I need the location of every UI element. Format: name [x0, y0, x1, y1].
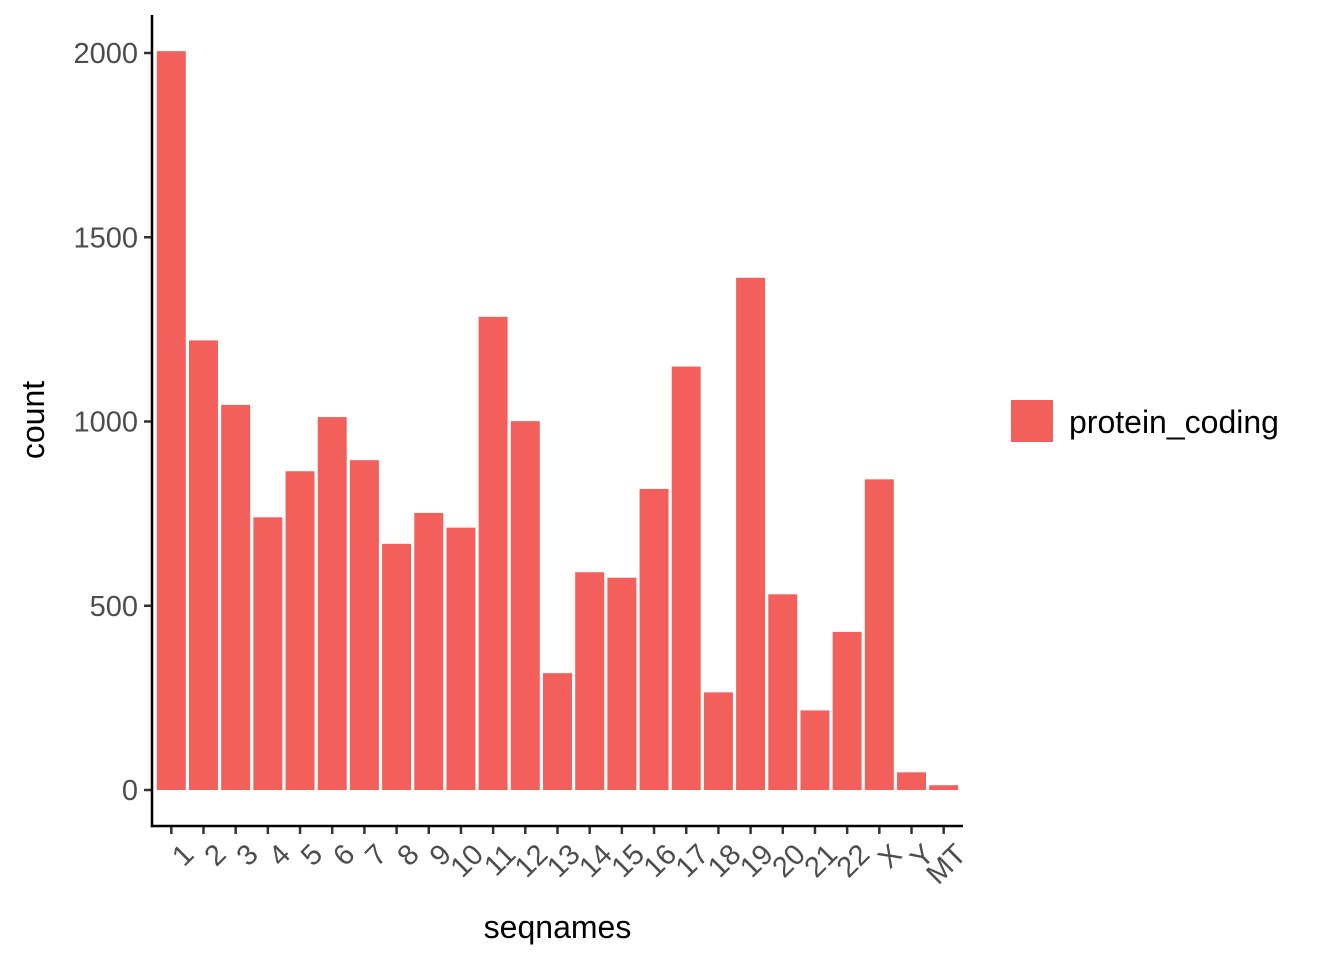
x-tick-label: 6 [327, 838, 361, 872]
legend-key-protein-coding [1011, 400, 1053, 442]
x-tick-label: 3 [231, 838, 265, 872]
bar-22 [832, 631, 862, 790]
bar-12 [510, 421, 540, 790]
y-axis-ticks: 0 500 1000 1500 2000 [73, 38, 152, 807]
y-tick-label: 0 [122, 775, 138, 807]
x-tick-label: MT [921, 838, 973, 890]
x-tick-label: 22 [831, 838, 876, 883]
x-axis-title: seqnames [484, 909, 632, 945]
bar-X [864, 479, 894, 790]
y-tick-label: 500 [90, 591, 138, 623]
x-tick-label: 5 [295, 838, 329, 872]
y-tick-label: 1000 [73, 407, 138, 439]
bar-4 [253, 517, 283, 790]
bar-9 [414, 512, 444, 790]
y-tick-label: 1500 [73, 222, 138, 254]
bar-6 [317, 417, 347, 790]
bar-MT [929, 785, 959, 790]
x-tick-label: 7 [359, 838, 393, 872]
legend: protein_coding [1011, 400, 1279, 442]
bar-8 [382, 543, 412, 790]
bar-7 [349, 460, 379, 790]
x-tick-label: 8 [392, 838, 426, 872]
bar-10 [446, 527, 476, 790]
x-tick-label: 1 [166, 838, 200, 872]
bar-16 [639, 488, 669, 790]
y-axis-title: count [15, 381, 51, 459]
bar-20 [768, 594, 798, 790]
x-tick-label: X [872, 838, 908, 874]
bar-1 [156, 51, 186, 791]
bars-group [156, 51, 959, 791]
bar-21 [800, 710, 830, 790]
bar-5 [285, 471, 315, 790]
x-tick-label: 2 [199, 838, 233, 872]
x-tick-label: 4 [263, 838, 297, 872]
bar-15 [607, 577, 637, 790]
bar-19 [736, 277, 766, 790]
bar-18 [703, 692, 733, 790]
bar-17 [671, 366, 701, 790]
y-tick-label: 2000 [73, 38, 138, 70]
bar-11 [478, 316, 508, 790]
bar-13 [543, 673, 572, 790]
legend-label-protein-coding: protein_coding [1069, 404, 1279, 440]
bar-14 [575, 572, 605, 790]
bar-2 [189, 340, 218, 790]
bar-3 [221, 404, 251, 790]
bar-Y [897, 772, 926, 790]
